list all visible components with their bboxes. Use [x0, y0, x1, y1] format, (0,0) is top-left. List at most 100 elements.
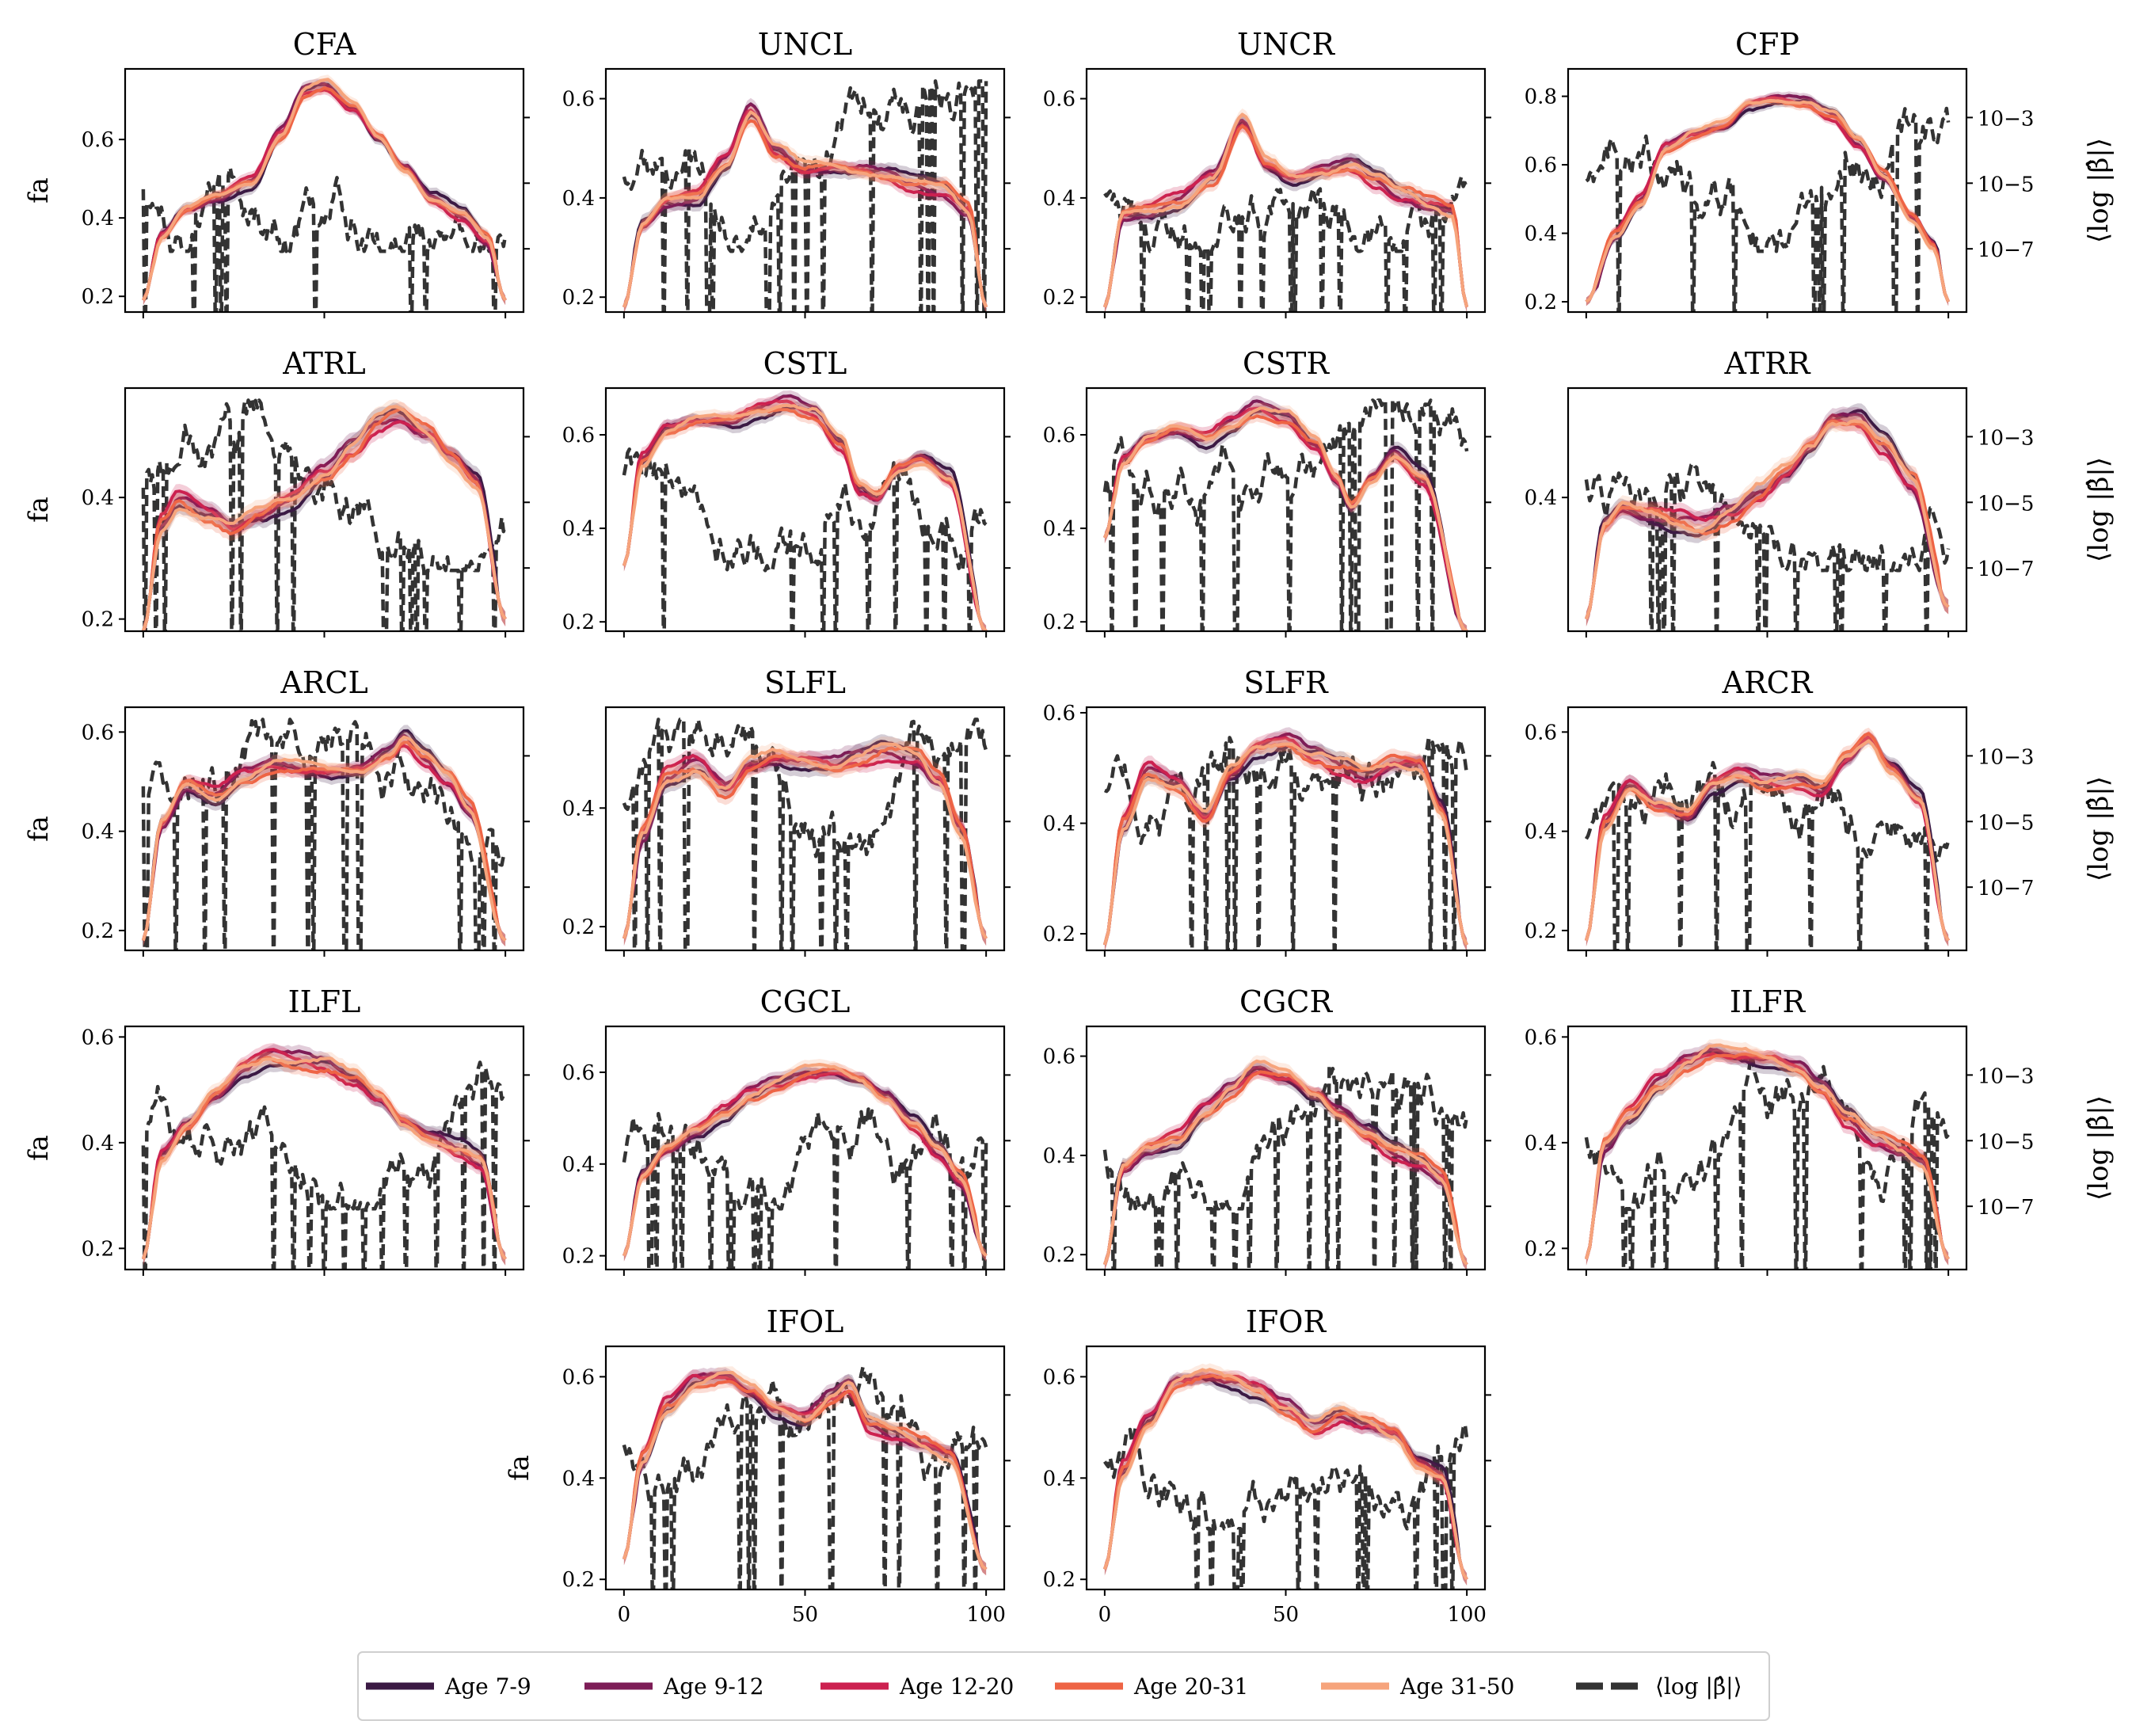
ytick-label: 0.6 [1525, 721, 1557, 744]
ylabel: fa [23, 177, 55, 204]
age-band [623, 1367, 987, 1576]
ytick-label: 0.4 [82, 1132, 114, 1155]
ytick-label: 0.4 [562, 1153, 595, 1177]
legend-label: Age 12-20 [899, 1673, 1014, 1700]
panel-title: IFOL [767, 1304, 844, 1339]
panel-title: CFP [1735, 27, 1799, 62]
age-band [143, 85, 506, 306]
ytick-label: 0.4 [1525, 820, 1557, 844]
age-curve-3 [141, 407, 507, 631]
age-curve-2 [142, 88, 507, 302]
plot-area [1102, 727, 1469, 950]
age-curve-4 [141, 735, 507, 942]
y2label: ⟨log |β̂|⟩ [2083, 138, 2115, 243]
beta-dashed-line [1103, 174, 1469, 312]
plot-area [1103, 1363, 1469, 1589]
age-band [623, 1066, 987, 1262]
age-band [623, 1066, 987, 1262]
age-band [623, 97, 987, 312]
beta-dashed-line [1103, 1422, 1469, 1589]
age-curve-4 [622, 742, 988, 940]
age-curve-0 [622, 1070, 988, 1257]
age-curve-3 [622, 1066, 988, 1257]
axes-frame [124, 67, 525, 314]
ytick-label: 0.4 [1043, 1144, 1076, 1168]
plot-area [622, 390, 988, 631]
ytick-label: 0.2 [1043, 286, 1076, 310]
panel-title: IFOR [1246, 1304, 1327, 1339]
age-curve-2 [1102, 736, 1468, 946]
age-curve-4 [141, 1056, 507, 1260]
age-curve-0 [142, 82, 507, 302]
beta-dashed-line [1102, 1064, 1469, 1270]
age-curve-4 [142, 78, 507, 302]
xtick-label: 0 [618, 1603, 631, 1627]
beta-dashed-line [622, 718, 988, 950]
ytick-label: 0.4 [82, 820, 114, 844]
plot-area [1103, 108, 1469, 312]
age-band [143, 83, 506, 306]
ytick-label: 0.4 [562, 1467, 595, 1490]
ytick-label: 0.6 [562, 1061, 595, 1085]
age-curve-3 [1103, 1373, 1468, 1581]
y2tick-label: 10−7 [1978, 1196, 2034, 1220]
plot-area [622, 1059, 988, 1270]
panel-arcl: ARCL 0.2 0.4 0.6 fa [23, 665, 530, 957]
ytick-label: 0.2 [82, 919, 114, 943]
age-curve-4 [1584, 739, 1950, 942]
age-band [1104, 1065, 1468, 1270]
y2label: ⟨log |β̂|⟩ [2083, 457, 2115, 562]
age-curve-0 [622, 405, 988, 631]
age-curve-1 [1103, 399, 1468, 631]
panel-cstl: CSTL 0.2 0.4 0.6 [562, 346, 1011, 638]
panel-ifor: IFOR 0.2 0.4 0.6 0 50 100 [1043, 1304, 1491, 1627]
plot-area [622, 79, 988, 312]
ytick-label: 0.4 [82, 486, 114, 510]
y2tick-label: 10−5 [1978, 492, 2034, 516]
panel-slfl: SLFL 0.2 0.4 [562, 665, 1011, 957]
ytick-label: 0.4 [1043, 1467, 1076, 1490]
ytick-label: 0.2 [1525, 291, 1557, 314]
panel-title: CSTR [1243, 346, 1330, 381]
age-band [143, 79, 506, 306]
age-band [1586, 413, 1949, 626]
ytick-label: 0.6 [82, 128, 114, 152]
age-curve-4 [1102, 742, 1468, 946]
panel-title: SLFR [1243, 665, 1329, 700]
age-band [1104, 108, 1468, 312]
beta-dashed-line [1584, 1053, 1950, 1270]
xtick-label: 50 [1273, 1603, 1299, 1627]
panel-title: ATRR [1724, 346, 1811, 381]
panel-ilfr: ILFR 0.2 0.4 0.6 10−3 10−5 10−7 ⟨log |β̂|⟩ [1525, 984, 2115, 1276]
panel-cstr: CSTR 0.2 0.4 0.6 [1043, 346, 1491, 638]
beta-dashed-line [141, 166, 508, 312]
panel-uncl: UNCL 0.2 0.4 0.6 [562, 27, 1011, 318]
age-band [623, 1062, 987, 1262]
age-curve-2 [1103, 1071, 1468, 1266]
age-curve-4 [622, 1371, 988, 1570]
age-band [1104, 1369, 1468, 1586]
ytick-label: 0.6 [562, 88, 595, 112]
ytick-label: 0.2 [562, 1245, 595, 1269]
age-band [143, 74, 506, 306]
ytick-label: 0.6 [82, 1026, 114, 1049]
age-band [143, 729, 506, 946]
panel-title: CGCL [760, 984, 851, 1019]
ytick-label: 0.6 [1043, 1365, 1076, 1389]
plot-area [622, 718, 988, 950]
age-curve-1 [142, 82, 507, 302]
xtick-label: 100 [966, 1603, 1006, 1627]
age-band [623, 1068, 987, 1262]
ytick-label: 0.6 [1525, 1026, 1557, 1049]
panel-title: ARCR [1722, 665, 1814, 700]
y2tick-label: 10−7 [1978, 877, 2034, 900]
plot-area [1584, 727, 1951, 950]
panel-cgcl: CGCL 0.2 0.4 0.6 [562, 984, 1011, 1276]
ytick-label: 0.6 [562, 424, 595, 447]
age-band [623, 1369, 987, 1576]
plot-area [141, 74, 508, 312]
plot-area [141, 1043, 507, 1270]
age-curve-3 [622, 408, 988, 631]
beta-dashed-line [141, 718, 507, 950]
panel-title: ILFR [1730, 984, 1806, 1019]
